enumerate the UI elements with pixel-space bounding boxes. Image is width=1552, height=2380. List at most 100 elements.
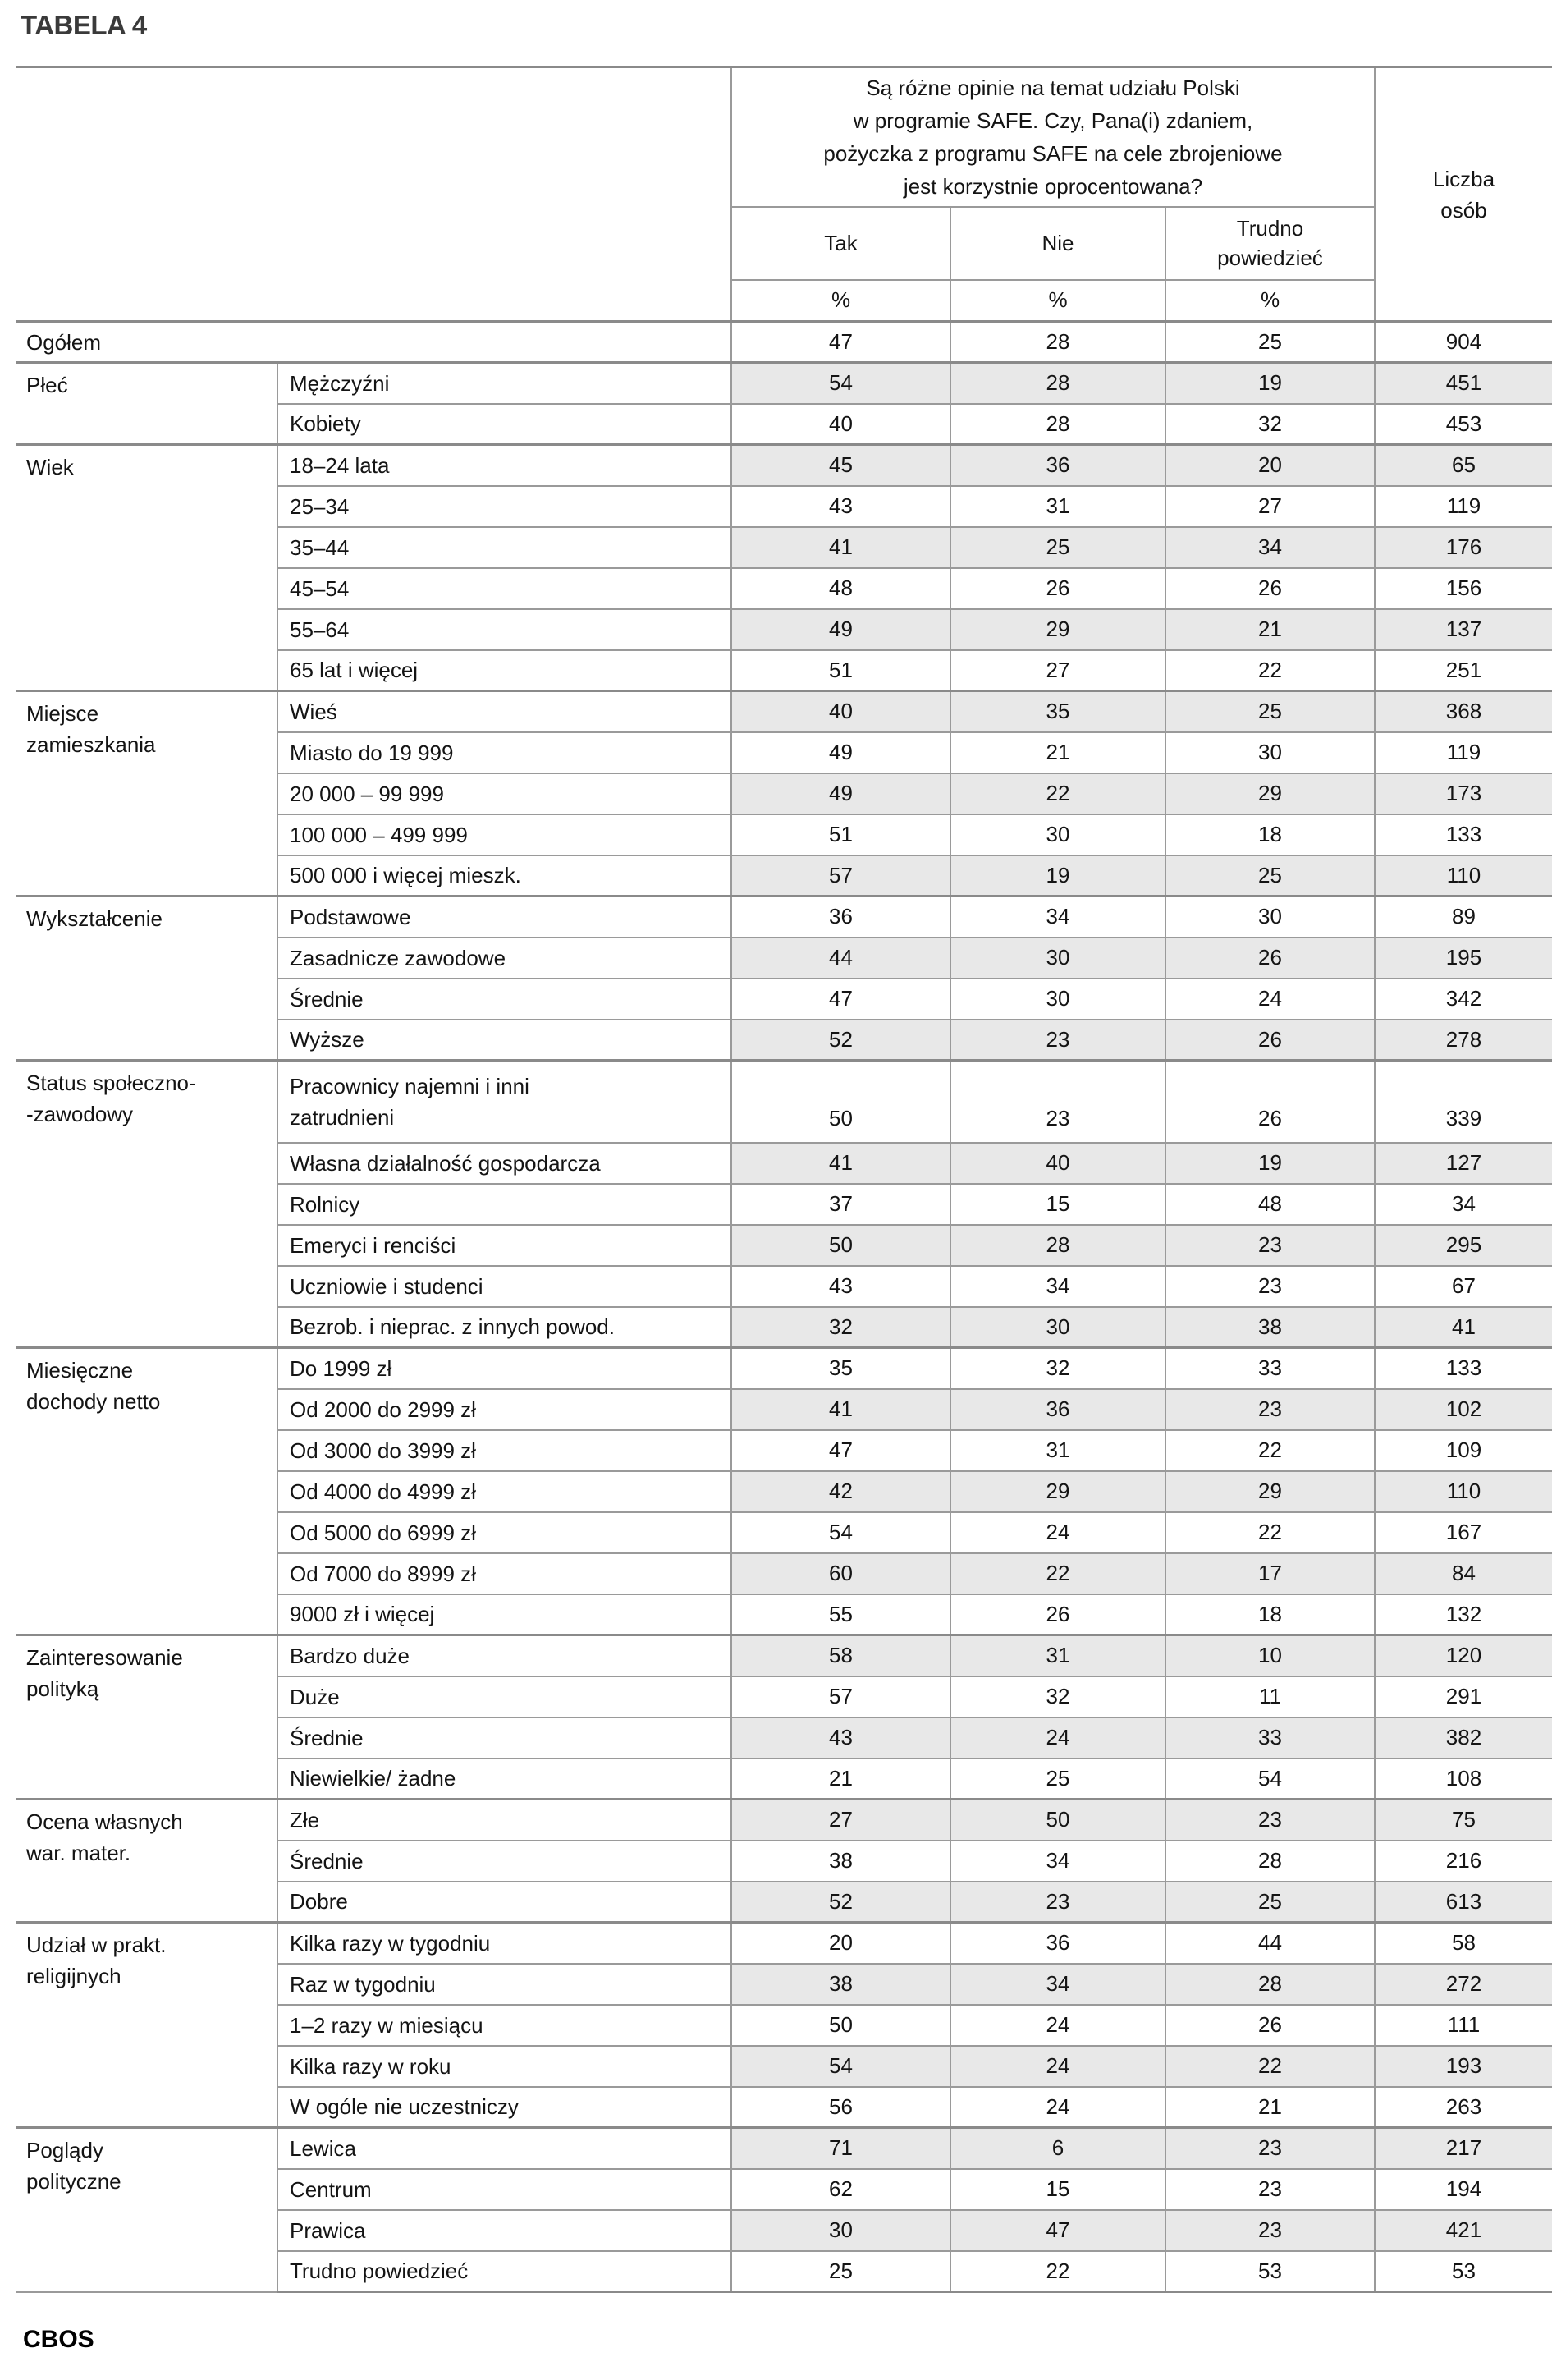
row-label: 65 lat i więcej bbox=[277, 649, 732, 692]
table-row: Dobre 52 23 25 613 bbox=[16, 1880, 1552, 1924]
value-cell: 42 bbox=[730, 1470, 951, 1513]
value-cell: 50 bbox=[950, 1798, 1166, 1841]
row-label: Miasto do 19 999 bbox=[277, 731, 732, 774]
value-cell: 54 bbox=[730, 1511, 951, 1554]
value-cell: 41 bbox=[730, 525, 951, 569]
value-cell: 21 bbox=[730, 1757, 951, 1800]
table-row: Udział w prakt. religijnych Kilka razy w … bbox=[16, 1921, 1552, 2129]
corner-cell bbox=[16, 66, 732, 323]
value-cell: 193 bbox=[1374, 2044, 1552, 2088]
value-cell: 6 bbox=[950, 2126, 1166, 2170]
value-cell: 75 bbox=[1374, 1798, 1552, 1841]
value-cell: 27 bbox=[950, 649, 1166, 692]
value-cell: 29 bbox=[1165, 772, 1376, 815]
value-cell: 28 bbox=[950, 402, 1166, 446]
value-cell: 18 bbox=[1165, 1593, 1376, 1636]
row-label: Centrum bbox=[277, 2167, 732, 2211]
value-cell: 278 bbox=[1374, 1018, 1552, 1062]
value-cell: 50 bbox=[730, 2003, 951, 2047]
value-cell: 22 bbox=[950, 1552, 1166, 1595]
row-label: Od 4000 do 4999 zł bbox=[277, 1470, 732, 1513]
value-cell: 32 bbox=[730, 1305, 951, 1349]
row-label: W ogóle nie uczestniczy bbox=[277, 2085, 732, 2129]
category-label: Zainteresowanie polityką bbox=[16, 1634, 278, 1800]
category-label: Poglądy polityczne bbox=[16, 2126, 278, 2293]
value-cell: 102 bbox=[1374, 1387, 1552, 1431]
table-row: 1–2 razy w miesiącu 50 24 26 111 bbox=[16, 2003, 1552, 2047]
value-cell: 342 bbox=[1374, 977, 1552, 1020]
value-cell: 22 bbox=[950, 772, 1166, 815]
value-cell: 34 bbox=[950, 1962, 1166, 2006]
value-cell: 176 bbox=[1374, 525, 1552, 569]
category-label: Status społeczno- -zawodowy bbox=[16, 1059, 278, 1349]
survey-table: Są różne opinie na temat udziału Polski … bbox=[16, 66, 1552, 2293]
row-label: 100 000 – 499 999 bbox=[277, 813, 732, 856]
table-row: 35–44 41 25 34 176 bbox=[16, 525, 1552, 569]
value-cell: 29 bbox=[950, 1470, 1166, 1513]
value-cell: 38 bbox=[730, 1962, 951, 2006]
value-cell: 51 bbox=[730, 649, 951, 692]
table-row: Zainteresowanie polityką Bardzo duże 58 31 1… bbox=[16, 1634, 1552, 1800]
value-cell: 52 bbox=[730, 1880, 951, 1924]
value-cell: 37 bbox=[730, 1182, 951, 1226]
value-cell: 25 bbox=[950, 1757, 1166, 1800]
value-cell: 451 bbox=[1374, 361, 1552, 405]
table-row: Miesięczne dochody netto Do 1999 zł 35 32 33… bbox=[16, 1346, 1552, 1636]
row-label: Od 5000 do 6999 zł bbox=[277, 1511, 732, 1554]
value-cell: 291 bbox=[1374, 1675, 1552, 1718]
cbos-logo: CBOS bbox=[23, 2326, 94, 2353]
value-cell: 23 bbox=[950, 1880, 1166, 1924]
row-label: Zasadnicze zawodowe bbox=[277, 936, 732, 979]
table-row: Średnie 43 24 33 382 bbox=[16, 1716, 1552, 1759]
value-cell: 28 bbox=[1165, 1962, 1376, 2006]
value-cell: 40 bbox=[950, 1141, 1166, 1185]
value-cell: 368 bbox=[1374, 690, 1552, 733]
value-cell: 38 bbox=[730, 1839, 951, 1882]
row-label: Rolnicy bbox=[277, 1182, 732, 1226]
value-cell: 15 bbox=[950, 1182, 1166, 1226]
value-cell: 28 bbox=[1165, 1839, 1376, 1882]
value-cell: 613 bbox=[1374, 1880, 1552, 1924]
row-label: 9000 zł i więcej bbox=[277, 1593, 732, 1636]
value-cell: 55 bbox=[730, 1593, 951, 1636]
value-cell: 217 bbox=[1374, 2126, 1552, 2170]
value-cell: 18 bbox=[1165, 813, 1376, 856]
value-cell: 53 bbox=[1374, 2249, 1552, 2293]
value-cell: 216 bbox=[1374, 1839, 1552, 1882]
value-cell: 29 bbox=[950, 608, 1166, 651]
row-label: Ogółem bbox=[16, 320, 732, 364]
value-cell: 40 bbox=[730, 402, 951, 446]
value-cell: 89 bbox=[1374, 895, 1552, 938]
value-cell: 44 bbox=[730, 936, 951, 979]
value-cell: 60 bbox=[730, 1552, 951, 1595]
value-cell: 339 bbox=[1374, 1059, 1552, 1144]
table-row: 100 000 – 499 999 51 30 18 133 bbox=[16, 813, 1552, 856]
value-cell: 54 bbox=[730, 2044, 951, 2088]
value-cell: 22 bbox=[1165, 649, 1376, 692]
value-cell: 156 bbox=[1374, 566, 1552, 610]
value-cell: 30 bbox=[950, 977, 1166, 1020]
value-cell: 32 bbox=[1165, 402, 1376, 446]
row-label: Złe bbox=[277, 1798, 732, 1841]
row-label: 35–44 bbox=[277, 525, 732, 569]
column-header-tak: Tak bbox=[730, 205, 951, 281]
value-cell: 35 bbox=[730, 1346, 951, 1390]
value-cell: 195 bbox=[1374, 936, 1552, 979]
value-cell: 84 bbox=[1374, 1552, 1552, 1595]
row-label: Wieś bbox=[277, 690, 732, 733]
row-label: Od 3000 do 3999 zł bbox=[277, 1428, 732, 1472]
value-cell: 26 bbox=[1165, 1059, 1376, 1144]
value-cell: 34 bbox=[1165, 525, 1376, 569]
value-cell: 65 bbox=[1374, 443, 1552, 487]
value-cell: 194 bbox=[1374, 2167, 1552, 2211]
table-row-total: Ogółem 47 28 25 904 bbox=[16, 320, 1552, 364]
value-cell: 53 bbox=[1165, 2249, 1376, 2293]
value-cell: 23 bbox=[1165, 1387, 1376, 1431]
table-row: Raz w tygodniu 38 34 28 272 bbox=[16, 1962, 1552, 2006]
column-header-nie: Nie bbox=[950, 205, 1166, 281]
value-cell: 45 bbox=[730, 443, 951, 487]
table-row: Bezrob. i nieprac. z innych powod. 32 30 38… bbox=[16, 1305, 1552, 1349]
table-row: 500 000 i więcej mieszk. 57 19 25 110 bbox=[16, 854, 1552, 897]
page-title: TABELA 4 bbox=[21, 10, 147, 40]
row-label: 25–34 bbox=[277, 484, 732, 528]
